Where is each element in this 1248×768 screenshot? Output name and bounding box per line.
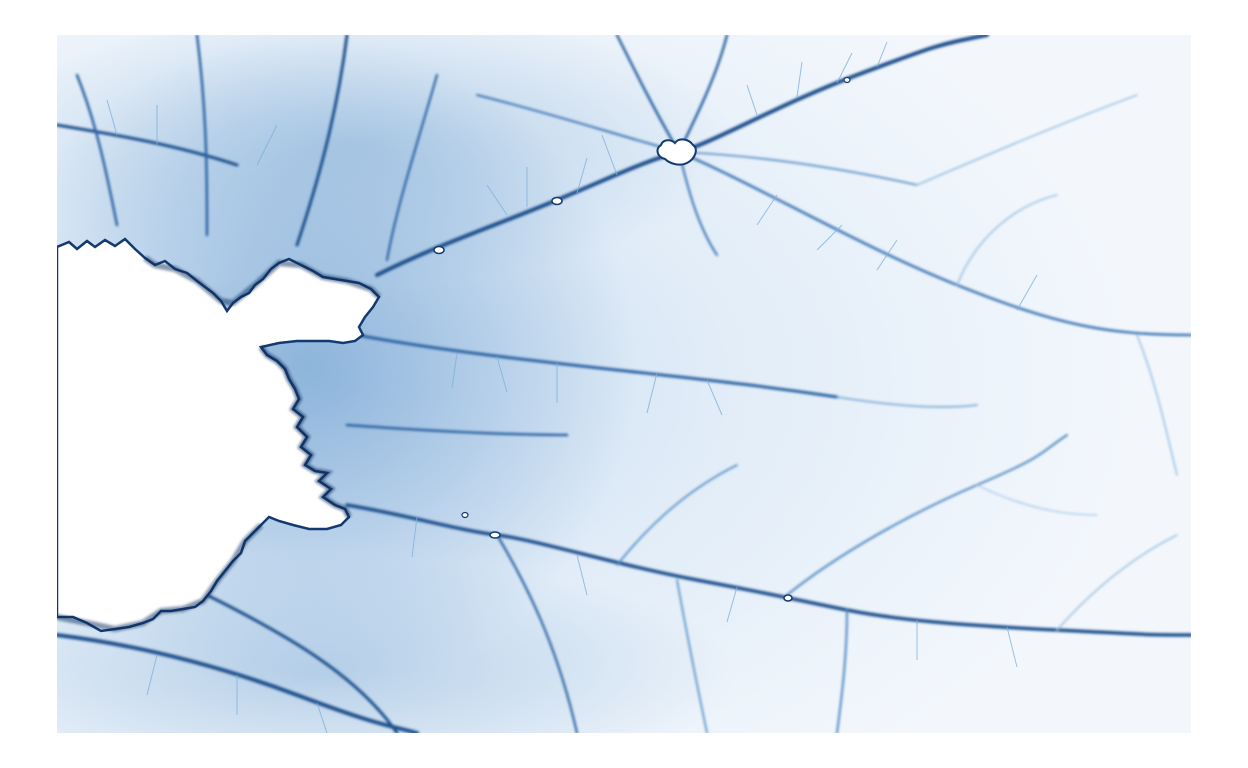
filament-lower-branch-4 <box>616 464 738 566</box>
filament-right-3 <box>1056 534 1178 631</box>
filament-top-left-1 <box>57 123 239 167</box>
filament-right-5 <box>916 94 1138 186</box>
filament-lower-branch-5 <box>676 579 708 733</box>
filament-right-4 <box>1136 334 1178 476</box>
filament-lower-branch-2 <box>836 609 848 733</box>
hair-5 <box>756 194 1038 311</box>
filament-lower-branch-1 <box>786 434 1068 596</box>
hair-4 <box>411 516 1018 668</box>
minibrot-hub <box>656 138 697 166</box>
filament-spine-middle <box>355 333 839 399</box>
filament-top-left-3 <box>295 35 349 247</box>
hair-2 <box>746 41 888 116</box>
lower-haze <box>57 555 737 733</box>
filament-right-1 <box>836 396 978 408</box>
minibrot-small-5 <box>843 76 851 84</box>
filament-hub-ray-5 <box>476 94 680 153</box>
hair-1 <box>486 134 618 216</box>
filament-band-lower-left <box>57 633 419 733</box>
minibrot-small-4 <box>783 594 793 602</box>
filament-right-2 <box>956 194 1058 286</box>
filament-top-left-5 <box>385 73 439 262</box>
hair-3 <box>451 352 723 416</box>
hair-7 <box>146 654 328 733</box>
minibrot-small-1 <box>551 196 563 206</box>
filaments-fine <box>106 41 1038 733</box>
upper-haze <box>57 35 737 285</box>
minibrot-small-2 <box>433 245 445 255</box>
boundary-fringe <box>258 345 352 519</box>
filament-right-6 <box>976 484 1098 516</box>
filament-lower-branch-3 <box>495 533 579 733</box>
hair-6 <box>106 99 278 166</box>
filament-spine-middle-2 <box>345 423 569 437</box>
filament-spine-lower <box>345 503 1191 637</box>
minibrot-small-6 <box>461 511 469 519</box>
filament-top-left-2 <box>195 35 209 237</box>
fractal-canvas <box>57 35 1191 733</box>
minibrot-islands <box>433 76 851 602</box>
minibrot-small-3 <box>489 531 501 539</box>
fractal-image <box>57 35 1191 733</box>
filament-hub-ray-1 <box>615 35 681 154</box>
filament-band-lower-left-2 <box>205 593 399 733</box>
filament-hub-ray-6 <box>678 151 918 186</box>
boundary-fringe-top <box>143 255 382 307</box>
filament-top-left-4 <box>75 73 119 227</box>
boundary-fringe-bottom <box>57 522 264 633</box>
